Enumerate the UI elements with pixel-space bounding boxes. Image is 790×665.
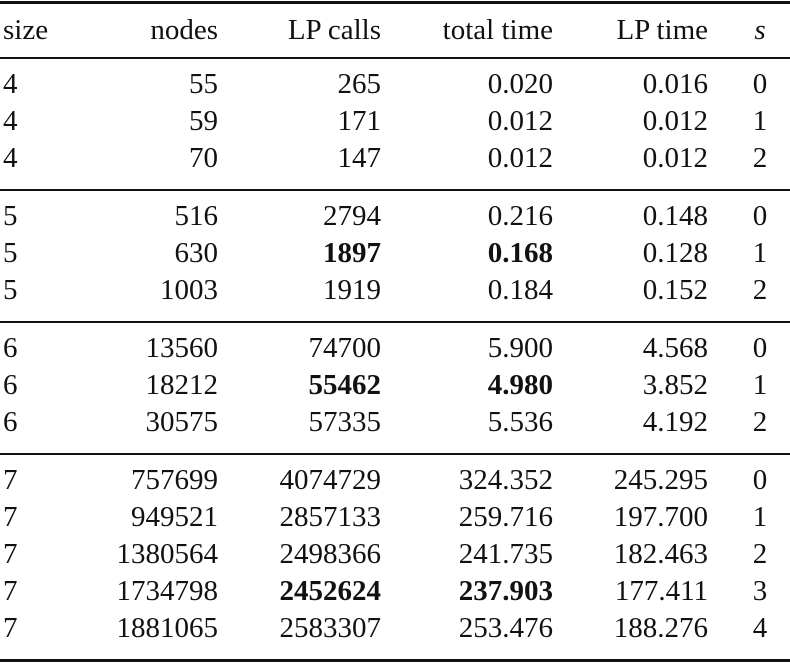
table-cell: 5 bbox=[3, 274, 18, 306]
table-cell: 74700 bbox=[308, 332, 382, 364]
table-cell: 0.184 bbox=[487, 274, 553, 306]
table-cell: 55 bbox=[189, 68, 218, 100]
column-header: total time bbox=[442, 14, 553, 46]
table-cell: 241.735 bbox=[458, 538, 553, 570]
table-cell: 0.152 bbox=[642, 274, 708, 306]
table-cell: 516 bbox=[174, 200, 219, 232]
table-cell: 2 bbox=[752, 274, 768, 306]
rule bbox=[0, 659, 790, 662]
table-cell: 949521 bbox=[131, 501, 218, 533]
table-cell: 7 bbox=[3, 575, 18, 607]
table-cell: 7 bbox=[3, 538, 18, 570]
table-cell: 13560 bbox=[145, 332, 219, 364]
table-cell: 177.411 bbox=[614, 575, 708, 607]
table-cell: 245.295 bbox=[613, 464, 708, 496]
table-cell: 1003 bbox=[160, 274, 218, 306]
column-header: nodes bbox=[150, 14, 218, 46]
table-cell: 4.192 bbox=[642, 406, 708, 438]
table-cell: 7 bbox=[3, 501, 18, 533]
table-cell: 30575 bbox=[145, 406, 219, 438]
table-cell: 259.716 bbox=[458, 501, 553, 533]
table-cell: 630 bbox=[174, 237, 219, 269]
table-cell: 4 bbox=[3, 68, 18, 100]
table-cell: 2452624 bbox=[279, 575, 382, 607]
table-cell: 7 bbox=[3, 612, 18, 644]
table-cell: 3 bbox=[752, 575, 768, 607]
table-cell: 1881065 bbox=[116, 612, 219, 644]
table-cell: 3.852 bbox=[642, 369, 708, 401]
column-header: size bbox=[3, 14, 49, 46]
table-cell: 55462 bbox=[308, 369, 382, 401]
table-cell: 757699 bbox=[131, 464, 218, 496]
table-cell: 2857133 bbox=[279, 501, 382, 533]
table-cell: 4 bbox=[3, 142, 18, 174]
table-cell: 5.900 bbox=[487, 332, 553, 364]
table-cell: 1 bbox=[752, 105, 768, 137]
table-cell: 4.980 bbox=[487, 369, 553, 401]
table-cell: 265 bbox=[337, 68, 382, 100]
table-cell: 2794 bbox=[323, 200, 381, 232]
table-cell: 0.168 bbox=[487, 237, 553, 269]
table-cell: 4 bbox=[3, 105, 18, 137]
table-cell: 6 bbox=[3, 369, 18, 401]
table-cell: 1380564 bbox=[116, 538, 219, 570]
table-cell: 147 bbox=[337, 142, 382, 174]
table-cell: 0.012 bbox=[487, 142, 553, 174]
table-cell: 197.700 bbox=[613, 501, 708, 533]
table-cell: 1734798 bbox=[116, 575, 219, 607]
table-cell: 2498366 bbox=[279, 538, 382, 570]
table-cell: 4 bbox=[752, 612, 768, 644]
table-cell: 57335 bbox=[308, 406, 382, 438]
column-header: LP calls bbox=[287, 14, 381, 46]
table-cell: 0 bbox=[752, 200, 768, 232]
table-cell: 59 bbox=[189, 105, 218, 137]
table-cell: 171 bbox=[337, 105, 382, 137]
table-cell: 1 bbox=[752, 237, 768, 269]
table-cell: 0 bbox=[752, 464, 768, 496]
table-cell: 1919 bbox=[323, 274, 381, 306]
table-cell: 0.012 bbox=[642, 105, 708, 137]
table-cell: 5 bbox=[3, 237, 18, 269]
table-cell: 0.148 bbox=[642, 200, 708, 232]
table-cell: 0.012 bbox=[642, 142, 708, 174]
table-cell: 0.012 bbox=[487, 105, 553, 137]
rule bbox=[0, 57, 790, 59]
table-cell: 6 bbox=[3, 332, 18, 364]
rule bbox=[0, 321, 790, 323]
table-cell: 1 bbox=[752, 501, 768, 533]
table-cell: 188.276 bbox=[613, 612, 708, 644]
table-cell: 2 bbox=[752, 406, 768, 438]
table-cell: 70 bbox=[189, 142, 218, 174]
table-cell: 0.128 bbox=[642, 237, 708, 269]
table-cell: 5 bbox=[3, 200, 18, 232]
table-cell: 6 bbox=[3, 406, 18, 438]
table-cell: 0 bbox=[752, 68, 768, 100]
table-cell: 182.463 bbox=[613, 538, 708, 570]
column-header: s bbox=[754, 14, 766, 46]
rule bbox=[0, 453, 790, 455]
table-cell: 237.903 bbox=[458, 575, 553, 607]
table-cell: 4.568 bbox=[642, 332, 708, 364]
table-cell: 2 bbox=[752, 142, 768, 174]
table-cell: 4074729 bbox=[279, 464, 382, 496]
table-cell: 2583307 bbox=[279, 612, 382, 644]
table-cell: 2 bbox=[752, 538, 768, 570]
rule bbox=[0, 189, 790, 191]
table-cell: 0.216 bbox=[487, 200, 553, 232]
table-cell: 1897 bbox=[323, 237, 381, 269]
table-cell: 0.020 bbox=[487, 68, 553, 100]
table-cell: 18212 bbox=[145, 369, 219, 401]
column-header: LP time bbox=[616, 14, 708, 46]
rule bbox=[0, 1, 790, 4]
table-cell: 324.352 bbox=[458, 464, 553, 496]
table-cell: 253.476 bbox=[458, 612, 553, 644]
table-cell: 5.536 bbox=[487, 406, 553, 438]
table-cell: 7 bbox=[3, 464, 18, 496]
table-cell: 1 bbox=[752, 369, 768, 401]
table-cell: 0.016 bbox=[642, 68, 708, 100]
table-cell: 0 bbox=[752, 332, 768, 364]
